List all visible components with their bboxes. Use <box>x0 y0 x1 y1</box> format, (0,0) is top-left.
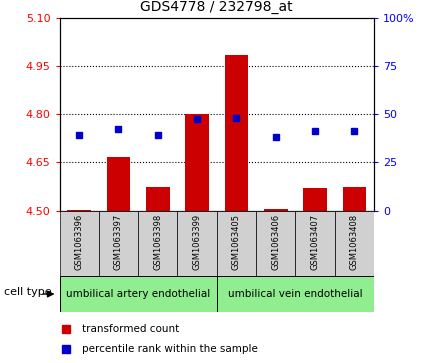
Bar <box>99 211 138 276</box>
Bar <box>217 211 256 276</box>
Text: GSM1063407: GSM1063407 <box>311 214 320 270</box>
Bar <box>60 276 217 312</box>
Text: GSM1063406: GSM1063406 <box>271 214 280 270</box>
Text: GSM1063397: GSM1063397 <box>114 214 123 270</box>
Bar <box>178 211 217 276</box>
Bar <box>295 211 335 276</box>
Text: umbilical artery endothelial: umbilical artery endothelial <box>66 289 210 299</box>
Text: GSM1063398: GSM1063398 <box>153 214 162 270</box>
Bar <box>146 187 170 211</box>
Bar <box>60 211 99 276</box>
Bar <box>185 114 209 211</box>
Bar <box>138 211 178 276</box>
Text: GSM1063396: GSM1063396 <box>75 214 84 270</box>
Bar <box>264 209 287 211</box>
Text: GSM1063399: GSM1063399 <box>193 214 201 270</box>
Bar <box>224 55 248 211</box>
Title: GDS4778 / 232798_at: GDS4778 / 232798_at <box>140 0 293 15</box>
Text: transformed count: transformed count <box>82 325 179 334</box>
Bar <box>343 187 366 211</box>
Text: GSM1063408: GSM1063408 <box>350 214 359 270</box>
Text: GSM1063405: GSM1063405 <box>232 214 241 270</box>
Bar <box>67 210 91 211</box>
Text: cell type: cell type <box>4 287 52 297</box>
Bar <box>256 211 295 276</box>
Bar <box>335 211 374 276</box>
Bar <box>107 157 130 211</box>
Bar <box>303 188 327 211</box>
Bar <box>217 276 374 312</box>
Text: percentile rank within the sample: percentile rank within the sample <box>82 344 258 354</box>
Text: umbilical vein endothelial: umbilical vein endothelial <box>228 289 363 299</box>
